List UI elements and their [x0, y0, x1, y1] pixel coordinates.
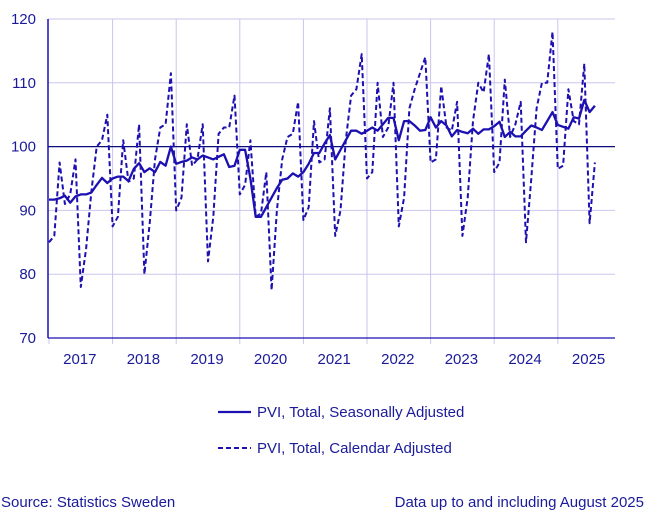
x-tick-label: 2020: [254, 351, 287, 368]
y-tick-label: 120: [11, 11, 36, 28]
legend-label-calendar-adjusted: PVI, Total, Calendar Adjusted: [257, 440, 452, 457]
y-tick-label: 110: [12, 75, 36, 92]
legend-label-seasonally-adjusted: PVI, Total, Seasonally Adjusted: [257, 404, 464, 421]
x-tick-label: 2022: [381, 351, 414, 368]
grid: [47, 18, 615, 344]
x-tick-label: 2024: [508, 351, 541, 368]
source-note: Source: Statistics Sweden: [1, 494, 176, 511]
data-range-note: Data up to and including August 2025: [394, 494, 644, 511]
y-tick-label: 100: [11, 139, 36, 156]
series-seasonally-adjusted: [49, 98, 596, 218]
x-tick-label: 2025: [572, 351, 605, 368]
series-calendar-adjusted: [48, 30, 596, 292]
x-axis: 2017 2018 2019 2020 2021 2022 2023 2024 2025: [63, 351, 605, 368]
legend: PVI, Total, Seasonally Adjusted PVI, Tot…: [218, 404, 464, 457]
x-tick-label: 2023: [445, 351, 478, 368]
series-lines: [48, 30, 596, 292]
x-tick-label: 2019: [190, 351, 223, 368]
x-tick-label: 2018: [127, 351, 160, 368]
y-tick-label: 90: [19, 202, 36, 219]
x-tick-label: 2017: [63, 351, 96, 368]
y-axis: 70 80 90 100 110 120: [11, 11, 36, 347]
y-tick-label: 70: [19, 330, 36, 347]
x-tick-label: 2021: [318, 351, 351, 368]
y-tick-label: 80: [19, 266, 36, 283]
